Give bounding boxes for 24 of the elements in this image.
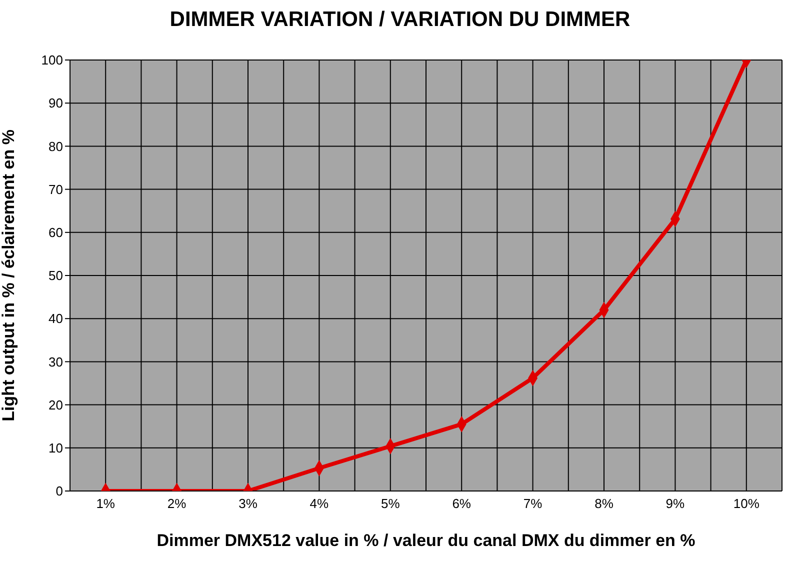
y-tick-label: 0 — [56, 484, 63, 499]
x-tick-label: 7% — [523, 496, 543, 512]
y-tick-label: 80 — [48, 138, 63, 154]
y-tick-label: 10 — [48, 440, 63, 456]
x-tick-label: 9% — [666, 496, 686, 512]
y-tick-label: 100 — [41, 52, 63, 68]
chart-title: DIMMER VARIATION / VARIATION DU DIMMER — [168, 8, 632, 32]
y-tick-label: 40 — [48, 311, 63, 326]
y-tick-label: 20 — [48, 397, 63, 412]
y-tick-label: 90 — [48, 96, 63, 111]
x-tick-label: 6% — [452, 496, 472, 512]
y-tick-label: 50 — [48, 268, 63, 284]
x-tick-label: 10% — [733, 496, 760, 512]
x-axis-title: Dimmer DMX512 value in % / valeur du canal DMX du dimmer en % — [156, 531, 696, 550]
y-tick-label: 30 — [48, 354, 63, 370]
x-tick-label: 2% — [167, 496, 187, 512]
y-tick-label: 60 — [48, 225, 63, 240]
x-tick-label: 8% — [594, 496, 614, 512]
x-tick-label: 3% — [238, 496, 258, 512]
x-tick-label: 4% — [310, 496, 330, 512]
y-axis-title: Light output in % / éclairement en % — [0, 130, 18, 422]
y-tick-label: 70 — [48, 182, 63, 197]
x-tick-label: 5% — [381, 496, 400, 512]
x-tick-label: 1% — [96, 496, 116, 512]
